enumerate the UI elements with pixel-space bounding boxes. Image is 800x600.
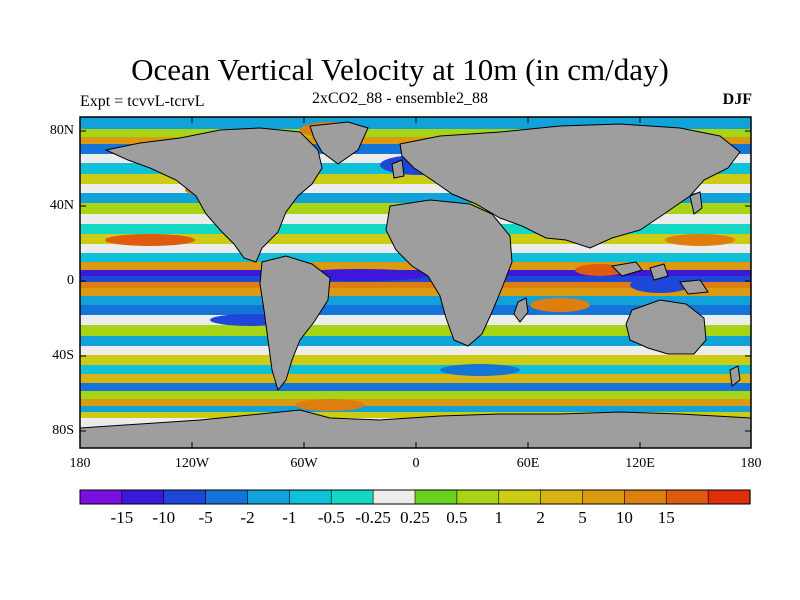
map-title: Ocean Vertical Velocity at 10m (in cm/da… (131, 52, 669, 87)
colorbar-label: -15 (110, 508, 134, 527)
colorbar-label: 1 (494, 508, 504, 527)
colorbar-cell (330, 489, 374, 505)
colorbar-cell (163, 489, 207, 505)
lon-label-60e: 60E (516, 456, 540, 471)
lon-label-0: 0 (412, 456, 420, 471)
lon-label-180e: 180 (740, 456, 762, 471)
colorbar-cell (121, 489, 165, 505)
colorbar-cell (414, 489, 458, 505)
lat-label-80n: 80N (49, 123, 74, 138)
lat-label-0: 0 (67, 273, 74, 288)
colorbar-label: -10 (152, 508, 176, 527)
colorbar-cell (582, 489, 625, 505)
colorbar-cell (247, 489, 290, 505)
colorbar-cell (456, 489, 500, 505)
colorbar-cell (498, 489, 542, 505)
map-subtitle: 2xCO2_88 - ensemble2_88 (312, 90, 488, 107)
colorbar-cell (289, 489, 332, 505)
lat-label-80s: 80S (52, 423, 74, 438)
lon-label-60w: 60W (290, 456, 318, 471)
lat-label-40s: 40S (52, 348, 74, 363)
colorbar-label: 2 (536, 508, 545, 527)
colorbar-cell (665, 489, 709, 505)
colorbar-cell (707, 489, 751, 505)
colorbar-label: 0.5 (446, 508, 468, 527)
colorbar-label: -0.25 (355, 508, 391, 527)
lon-label-180w: 180 (69, 456, 91, 471)
map-ticks (80, 117, 751, 448)
colorbar-label: 10 (615, 508, 633, 527)
colorbar-label: -0.5 (317, 508, 345, 527)
colorbar-cell (205, 489, 249, 505)
lon-label-120e: 120E (625, 456, 655, 471)
colorbar-cell (540, 489, 584, 505)
colorbar-label: 5 (578, 508, 587, 527)
colorbar-cell (624, 489, 667, 505)
colorbar-label: -1 (282, 508, 297, 527)
land-masses (80, 121, 751, 448)
colorbar-cell (79, 489, 123, 505)
colorbar-label: 15 (657, 508, 675, 527)
season-label: DJF (722, 91, 752, 108)
colorbar-label: -5 (198, 508, 213, 527)
lat-label-40n: 40N (49, 198, 74, 213)
experiment-label: Expt = tcvvL-tcrvL (80, 93, 205, 110)
colorbar-label: -2 (240, 508, 255, 527)
lon-label-120w: 120W (174, 456, 210, 471)
colorbar-cell (372, 489, 416, 505)
colorbar-label: 0.25 (400, 508, 430, 527)
